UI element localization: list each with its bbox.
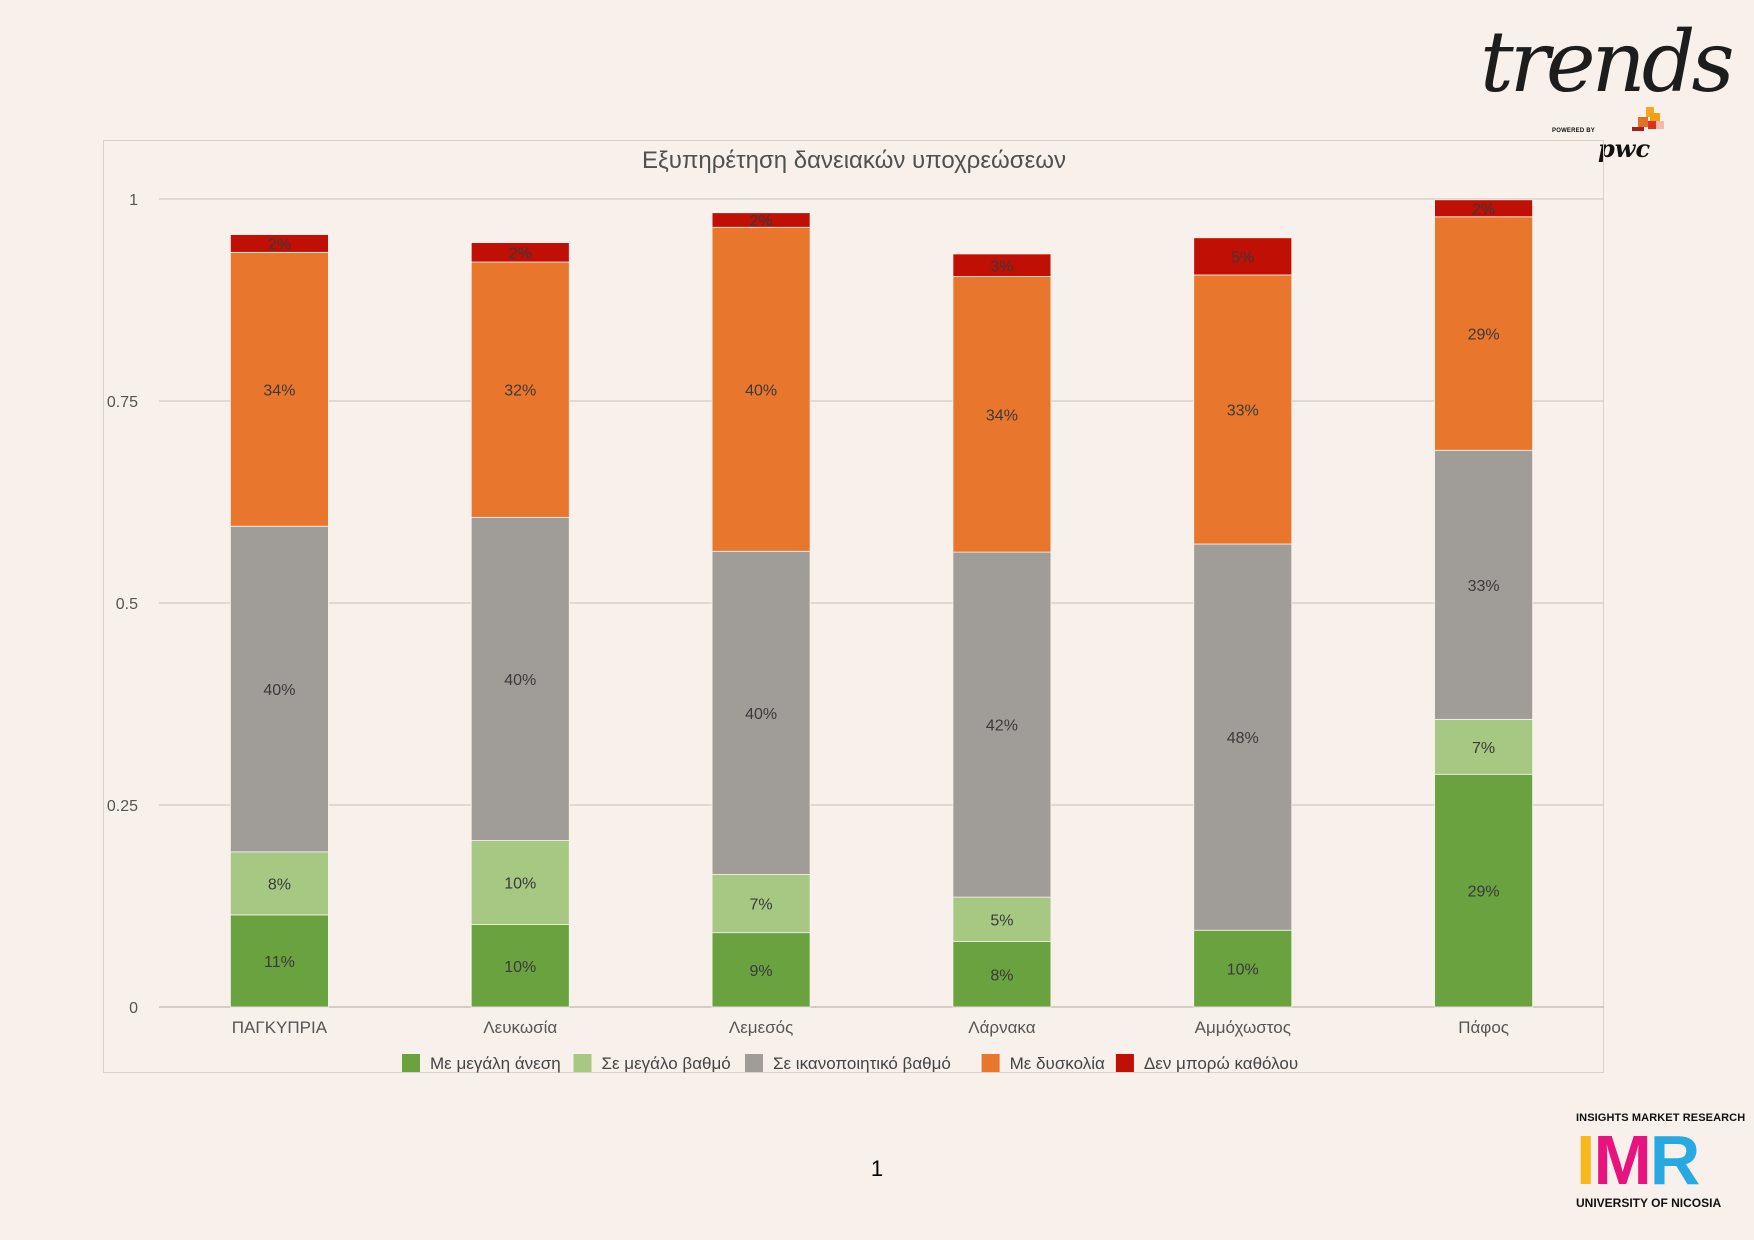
y-tick-label: 0 <box>129 1000 138 1017</box>
x-tick-label: Πάφος <box>1458 1018 1509 1037</box>
legend-swatch <box>981 1054 1000 1072</box>
data-label: 8% <box>268 876 291 893</box>
legend-label: Με δυσκολία <box>1010 1054 1105 1073</box>
bar-segment <box>230 914 329 1008</box>
legend-swatch <box>1115 1054 1134 1072</box>
legend-label: Με μεγάλη άνεση <box>430 1054 561 1073</box>
data-label: 2% <box>268 236 291 253</box>
data-label: 5% <box>1231 249 1254 266</box>
stacked-bar-chart: Εξυπηρέτηση δανειακών υποχρεώσεων 0 0.25 0.… <box>107 147 1604 1073</box>
data-label: 40% <box>504 672 536 689</box>
pwc-logo: pwc <box>1598 134 1651 163</box>
imr-letter-i: I <box>1576 1121 1596 1199</box>
bar-segment <box>230 251 329 527</box>
bar-segment <box>711 212 811 228</box>
legend-swatch <box>402 1054 420 1072</box>
bar-segment <box>952 253 1052 277</box>
legend-label: Σε ικανοποιητικό βαθμό <box>773 1054 951 1073</box>
bar-segment <box>470 242 570 263</box>
bar-segment <box>470 261 570 518</box>
data-label: 10% <box>504 876 536 893</box>
data-label: 42% <box>986 718 1018 735</box>
y-tick-label: 0.75 <box>107 394 138 411</box>
y-tick-label: 0.25 <box>107 798 138 815</box>
trends-logo: trends <box>1480 13 1735 111</box>
bar-segment <box>711 874 811 934</box>
bar-segment <box>952 276 1052 553</box>
x-tick-label: Λευκωσία <box>483 1018 557 1037</box>
bar-segment <box>1193 929 1293 1008</box>
imr-letter-m: M <box>1593 1121 1651 1199</box>
legend-label: Δεν μπορώ καθόλου <box>1144 1054 1298 1073</box>
bar-segment <box>1434 199 1533 218</box>
x-tick-label: Λάρνακα <box>968 1018 1035 1037</box>
data-label: 10% <box>504 959 536 976</box>
x-tick-label: Λεμεσός <box>729 1018 793 1037</box>
x-tick-label: Αμμόχωστος <box>1195 1018 1291 1037</box>
data-label: 2% <box>509 245 532 262</box>
data-label: 40% <box>745 706 777 723</box>
legend-swatch <box>745 1054 763 1072</box>
data-label: 33% <box>1227 402 1259 419</box>
powered-by-label: POWERED BY <box>1552 128 1596 134</box>
data-label: 10% <box>1227 962 1259 979</box>
imr-letter-r: R <box>1649 1121 1701 1199</box>
data-label: 32% <box>504 383 536 400</box>
data-label: 40% <box>745 382 777 399</box>
legend-label: Σε μεγάλο βαθμό <box>602 1054 731 1073</box>
bar-segment <box>470 840 570 925</box>
chart-title: Εξυπηρέτηση δανειακών υποχρεώσεων <box>642 147 1066 174</box>
y-tick-label: 1 <box>129 192 138 209</box>
y-tick-label: 0.5 <box>116 596 138 613</box>
data-label: 7% <box>1472 740 1495 757</box>
bar-segment <box>230 234 329 253</box>
bar-segment <box>1434 773 1533 1008</box>
data-label: 7% <box>750 897 773 914</box>
data-label: 8% <box>990 967 1013 984</box>
bar-segment <box>1434 216 1533 451</box>
data-label: 40% <box>263 682 295 699</box>
bar-segment <box>1193 274 1293 545</box>
data-label: 2% <box>1472 201 1495 218</box>
page-number: 1 <box>870 1156 884 1181</box>
bar-segment <box>1434 449 1533 720</box>
data-label: 34% <box>986 407 1018 424</box>
data-label: 9% <box>750 963 773 980</box>
bar-segment <box>1434 718 1533 775</box>
bar-segment <box>952 551 1052 898</box>
pwc-mark-icon <box>1632 107 1664 131</box>
data-label: 11% <box>264 954 295 971</box>
x-tick-label: ΠΑΓΚΥΠΡΙΑ <box>232 1018 328 1037</box>
data-label: 29% <box>1468 884 1500 901</box>
bar-segment <box>711 932 811 1008</box>
imr-logo-bottom-text: UNIVERSITY OF NICOSIA <box>1576 1196 1722 1210</box>
data-label: 33% <box>1468 578 1500 595</box>
legend-swatch <box>573 1054 592 1072</box>
imr-logo-top-text: INSIGHTS MARKET RESEARCH <box>1576 1112 1746 1124</box>
bar-segment <box>230 525 329 853</box>
data-label: 34% <box>263 382 295 399</box>
bar-segment <box>470 924 570 1008</box>
data-label: 3% <box>990 258 1013 275</box>
bar-segment <box>470 516 570 841</box>
data-label: 2% <box>750 213 773 230</box>
data-label: 29% <box>1468 327 1500 344</box>
data-label: 48% <box>1227 730 1259 747</box>
bar-segment <box>1193 237 1293 276</box>
bar-segment <box>711 550 811 875</box>
data-label: 5% <box>990 912 1013 929</box>
bar-segment <box>711 226 811 552</box>
chart-area: Εξυπηρέτηση δανειακών υποχρεώσεων 0 0.25 0.… <box>103 140 1604 1073</box>
